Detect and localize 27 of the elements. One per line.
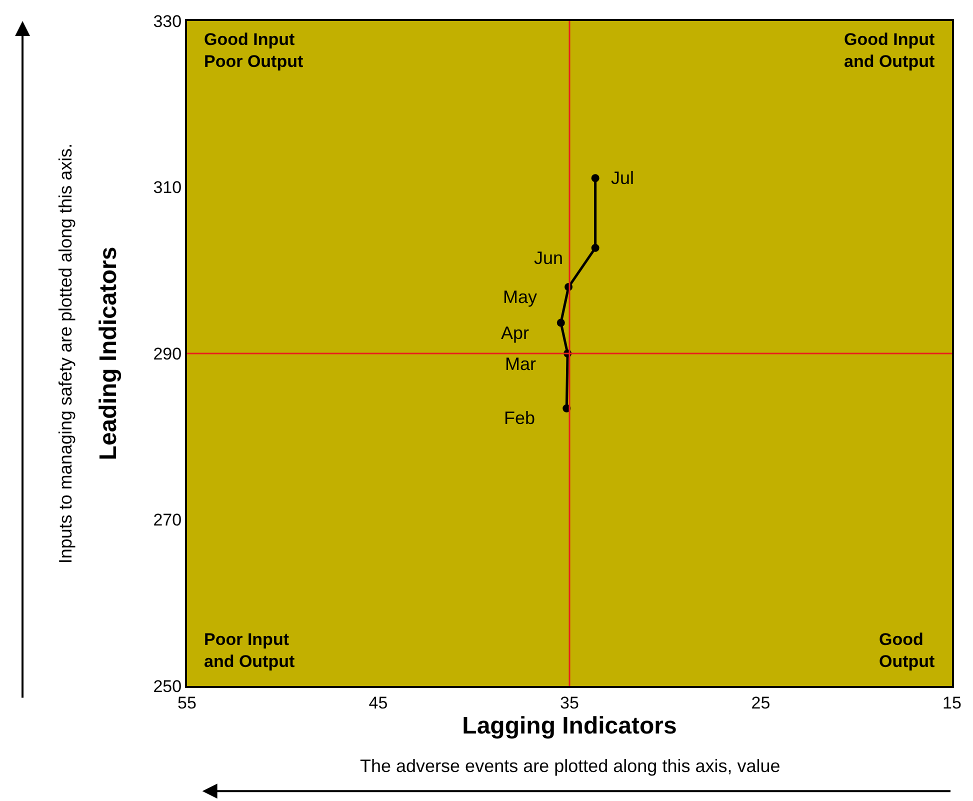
x-tick-label: 55 xyxy=(178,693,196,712)
point xyxy=(556,318,565,327)
y-tick-label: 330 xyxy=(153,12,182,31)
annotation: Jun xyxy=(534,248,564,268)
x-tick-label: 25 xyxy=(751,693,770,712)
text: The adverse events are plotted along this axis, value xyxy=(360,756,780,776)
x-tick-label: 35 xyxy=(560,693,579,712)
x-axis-title: Lagging Indicators xyxy=(462,712,677,740)
x-tick-label: 45 xyxy=(368,693,388,712)
annotation: Good Output xyxy=(879,630,936,672)
annotation: Feb xyxy=(504,408,536,428)
y-tick-label: 310 xyxy=(153,178,182,198)
annotation: Apr xyxy=(501,323,530,343)
annotation: Good Input and Output xyxy=(844,30,935,72)
annotation: Mar xyxy=(505,354,536,374)
y-tick-label: 250 xyxy=(153,676,182,696)
y-tick-label: 270 xyxy=(153,510,182,530)
point xyxy=(591,244,600,252)
annotation: Good Input Poor Output xyxy=(204,30,304,72)
annotation: Poor Input and Output xyxy=(204,630,295,672)
text: Inputs to managing safety are plotted along this axis. xyxy=(56,143,76,564)
y-axis-title: Leading Indicators xyxy=(94,246,122,460)
y-tick-label: 290 xyxy=(153,344,182,364)
point xyxy=(591,174,600,182)
annotation: May xyxy=(503,287,538,307)
x-tick-label: 15 xyxy=(942,693,962,712)
annotation: Jul xyxy=(611,168,634,188)
